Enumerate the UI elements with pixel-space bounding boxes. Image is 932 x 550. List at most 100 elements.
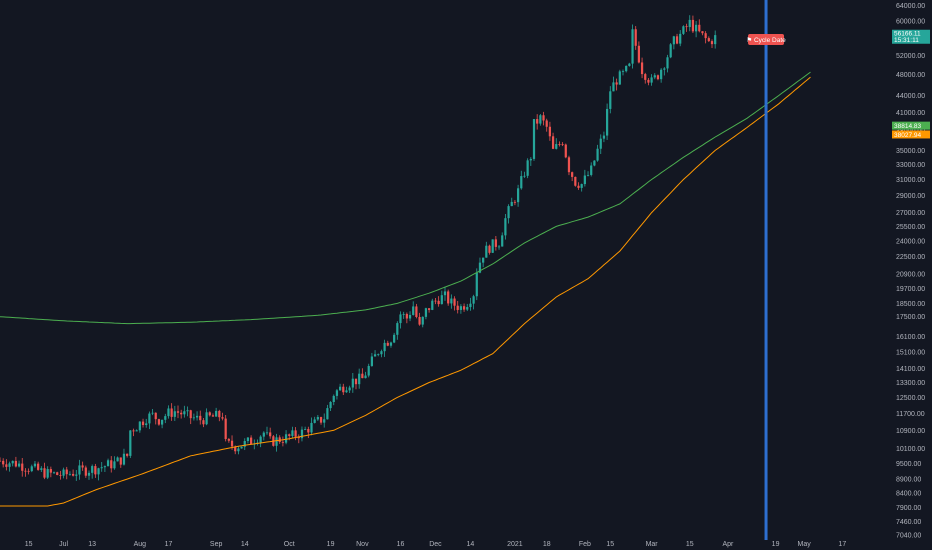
candle-body (5, 464, 8, 467)
y-tick-label: 24000.00 (896, 238, 925, 245)
candle-body (609, 91, 612, 109)
y-tick-label: 10100.00 (896, 446, 925, 453)
candle-body (33, 463, 37, 467)
y-tick-label: 29000.00 (896, 193, 925, 200)
candle-body (284, 434, 288, 443)
candle-body (173, 411, 176, 417)
candle-body (0, 460, 2, 462)
x-tick-label: 16 (397, 541, 405, 548)
candle-body (412, 306, 415, 315)
candle-body (91, 466, 94, 473)
candle-body (304, 428, 307, 430)
y-tick-label: 8400.00 (896, 490, 921, 497)
candle-body (485, 245, 488, 258)
candle-body (704, 33, 707, 39)
y-tick-label: 7460.00 (896, 519, 921, 526)
candle-body (94, 466, 97, 475)
candle-body (106, 460, 110, 467)
y-tick-label: 13300.00 (896, 380, 925, 387)
candle-body (208, 412, 211, 416)
candle-body (100, 467, 103, 469)
cycle-date-badge[interactable] (748, 34, 785, 45)
candle-body (707, 38, 710, 42)
cycle-date-marker[interactable]: ⚑ Cycle Date (746, 0, 786, 540)
candle-body (647, 79, 650, 83)
candle-body (666, 57, 669, 69)
candle-body (354, 378, 358, 385)
x-tick-label: Dec (429, 541, 442, 548)
x-tick-label: 14 (241, 541, 249, 548)
candle-body (710, 41, 714, 45)
price-axis[interactable]: 64000.0060000.0056000.0052000.0048000.00… (896, 3, 925, 540)
candle-body (571, 172, 574, 177)
candle-body (211, 415, 215, 417)
candle-body (186, 410, 189, 412)
candle-body (103, 466, 107, 468)
candle-body (443, 291, 447, 296)
y-tick-label: 17500.00 (896, 314, 925, 321)
candle-body (237, 448, 240, 452)
candle-body (679, 33, 682, 44)
candle-body (65, 469, 68, 475)
candle-body (393, 334, 396, 343)
candle-body (27, 470, 30, 472)
candle-body (37, 463, 40, 470)
candle-body (14, 460, 18, 467)
candle-body (40, 468, 43, 470)
y-tick-label: 9500.00 (896, 461, 921, 468)
price-label-box (892, 29, 930, 44)
candle-body (631, 29, 634, 64)
candle-body (459, 306, 463, 310)
candle-body (265, 432, 269, 434)
candle-body (113, 461, 116, 469)
candle-body (291, 430, 294, 436)
price-label-countdown: 15:31:11 (894, 37, 919, 44)
candle-body (628, 63, 631, 66)
candle-body (116, 457, 119, 462)
y-tick-label: 8900.00 (896, 476, 921, 483)
x-tick-label: 15 (606, 541, 614, 548)
ma-short-line (0, 76, 811, 507)
candle-body (377, 354, 380, 356)
candle-body (675, 36, 679, 44)
candle-body (504, 218, 507, 236)
candle-body (183, 411, 186, 415)
candle-body (663, 68, 666, 70)
candle-body (669, 44, 672, 58)
candle-body (373, 354, 377, 357)
candle-body (688, 19, 691, 28)
candle-body (323, 419, 326, 423)
candle-body (691, 19, 695, 32)
candle-body (154, 412, 157, 420)
candle-body (326, 408, 329, 420)
y-tick-label: 35000.00 (896, 148, 925, 155)
candle-body (97, 468, 100, 475)
price-label-box (892, 130, 930, 139)
candle-body (164, 416, 167, 420)
candle-body (574, 176, 577, 186)
x-tick-label: 14 (467, 541, 475, 548)
time-axis[interactable]: 15 Jul 13 Aug 17 Sep 14 Oct 19 Nov 16 Dec 14 2021 18 Fe… (25, 541, 847, 548)
candle-body (367, 365, 370, 376)
candle-body (316, 417, 319, 420)
candle-body (269, 432, 272, 437)
candle-body (558, 144, 561, 145)
y-tick-label: 33000.00 (896, 162, 925, 169)
candle-body (157, 419, 161, 425)
candle-body (599, 138, 602, 149)
candle-body (119, 457, 122, 465)
candle-body (62, 469, 65, 476)
candle-body (300, 429, 304, 439)
x-tick-label: Jul (59, 541, 68, 548)
candle-body (122, 453, 126, 465)
candle-body (567, 157, 571, 173)
candle-body (345, 390, 348, 393)
x-tick-label: Nov (356, 541, 369, 548)
candle-body (424, 308, 428, 317)
candle-body (342, 386, 345, 393)
price-label-value: 38027.94 (894, 132, 921, 139)
y-tick-label: 18500.00 (896, 301, 925, 308)
candle-body (297, 436, 300, 439)
candle-body (590, 165, 593, 175)
